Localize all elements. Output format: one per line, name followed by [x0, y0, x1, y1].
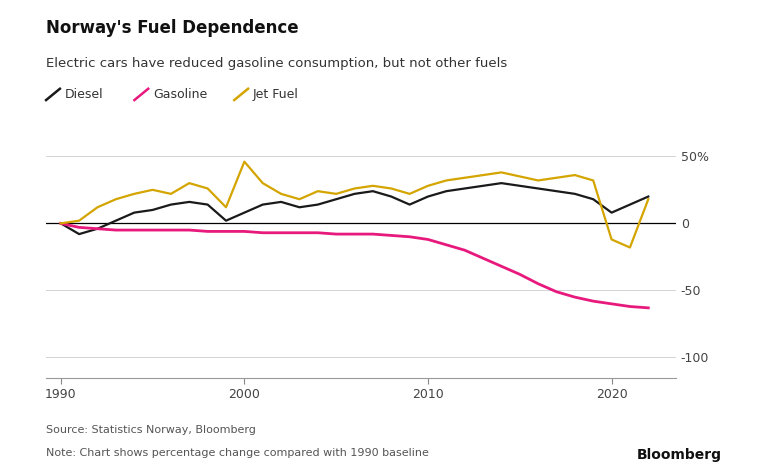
Text: Source: Statistics Norway, Bloomberg: Source: Statistics Norway, Bloomberg [46, 425, 256, 435]
Text: Note: Chart shows percentage change compared with 1990 baseline: Note: Chart shows percentage change comp… [46, 448, 429, 458]
Text: Jet Fuel: Jet Fuel [253, 88, 299, 101]
Text: Bloomberg: Bloomberg [637, 448, 722, 463]
Text: Norway's Fuel Dependence: Norway's Fuel Dependence [46, 19, 299, 37]
Text: Electric cars have reduced gasoline consumption, but not other fuels: Electric cars have reduced gasoline cons… [46, 57, 508, 70]
Text: Gasoline: Gasoline [153, 88, 207, 101]
Text: Diesel: Diesel [65, 88, 103, 101]
